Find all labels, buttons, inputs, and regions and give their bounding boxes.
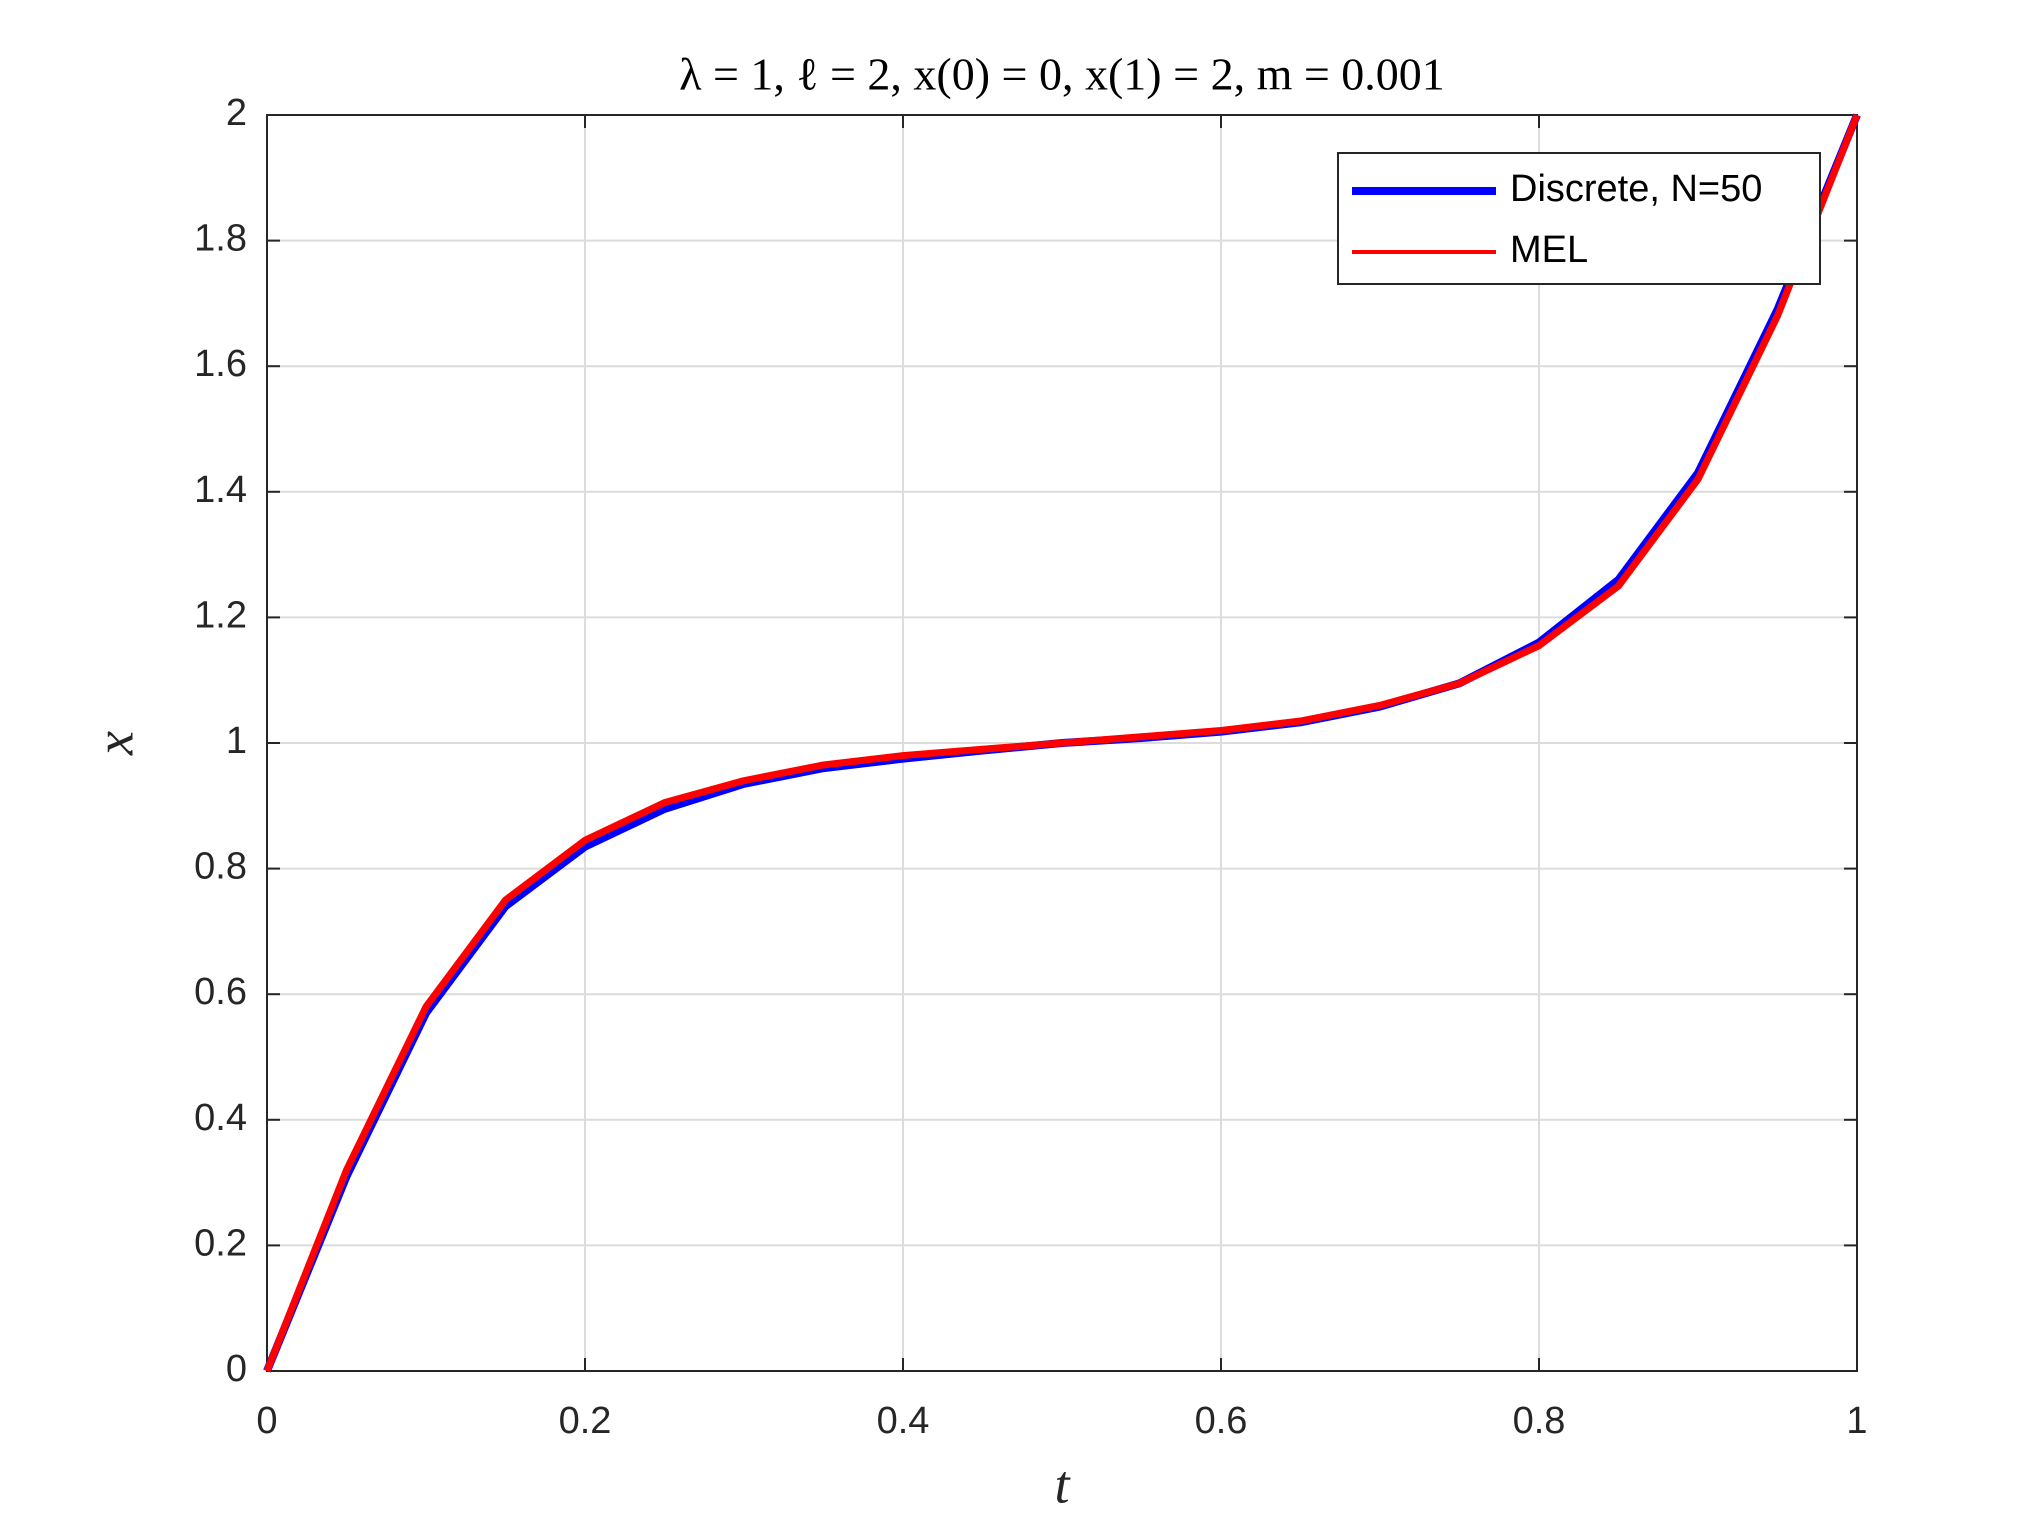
y-tick-label: 1.2	[194, 594, 247, 636]
y-tick-label: 0.6	[194, 971, 247, 1013]
legend-box	[1337, 152, 1821, 285]
series-line	[263, 113, 1861, 1373]
y-tick-label: 0.2	[194, 1222, 247, 1264]
y-tick-label: 0.4	[194, 1097, 247, 1139]
legend-label: MEL	[1510, 229, 1588, 271]
y-axis-label: x	[84, 731, 144, 756]
x-tick-label: 1	[1846, 1400, 1867, 1442]
x-tick-label: 0	[256, 1400, 277, 1442]
x-axis-label: t	[1054, 1454, 1071, 1514]
legend-label: Discrete, N=50	[1510, 168, 1762, 210]
y-tick-label: 1	[226, 720, 247, 762]
y-tick-label: 1.8	[194, 218, 247, 260]
x-tick-label: 0.2	[559, 1400, 612, 1442]
y-tick-label: 1.4	[194, 469, 247, 511]
x-tick-label: 0.4	[877, 1400, 930, 1442]
x-tick-label: 0.6	[1195, 1400, 1248, 1442]
y-tick-label: 1.6	[194, 343, 247, 385]
axes-box	[266, 114, 1858, 1372]
y-tick-label: 0	[226, 1348, 247, 1390]
chart-title: λ = 1, ℓ = 2, x(0) = 0, x(1) = 2, m = 0.…	[679, 49, 1445, 100]
x-tick-label: 0.8	[1513, 1400, 1566, 1442]
y-tick-label: 2	[226, 92, 247, 134]
y-tick-label: 0.8	[194, 846, 247, 888]
